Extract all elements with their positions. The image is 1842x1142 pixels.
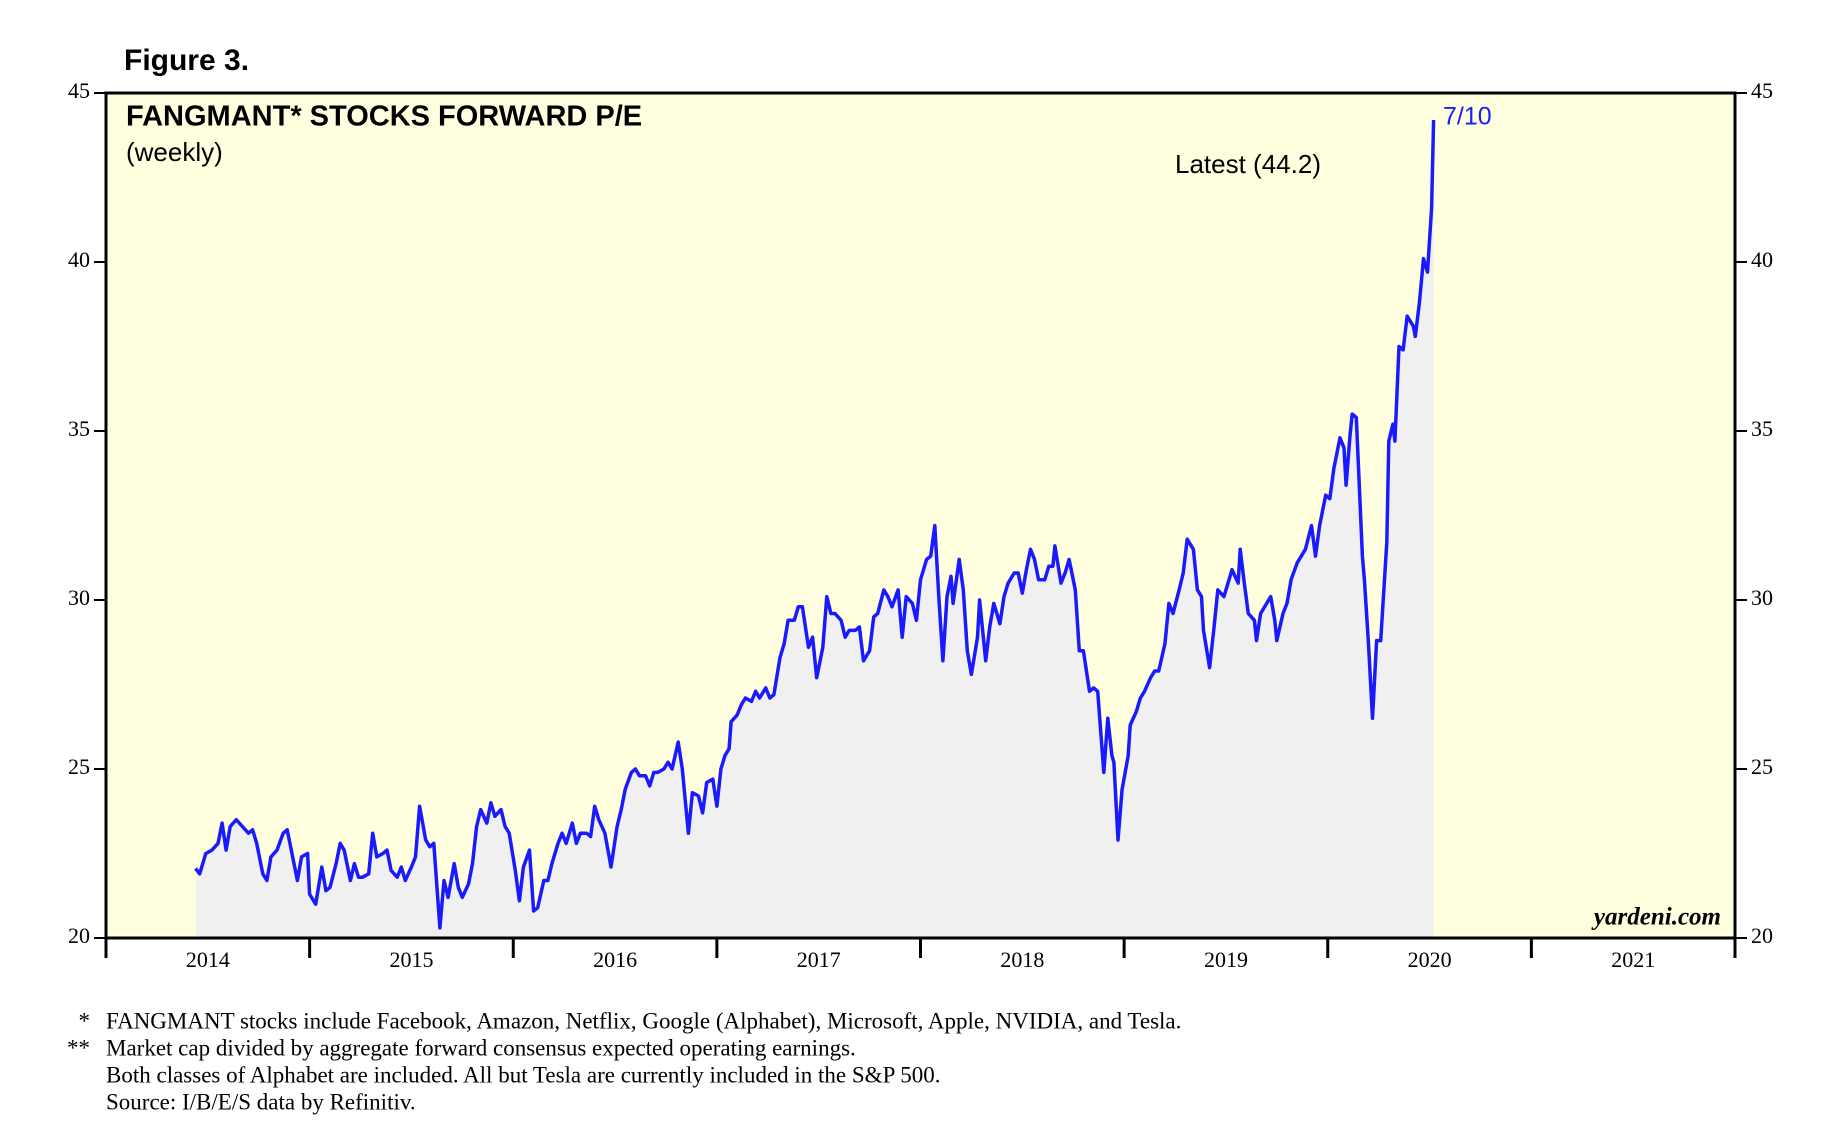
y-tick-label: 40 [68,247,90,272]
x-tick-label: 2018 [1000,947,1044,972]
source-brand: yardeni.com [1591,904,1721,931]
x-tick-label: 2019 [1204,947,1248,972]
y-tick-label: 20 [68,923,90,948]
x-tick-label: 2017 [797,947,841,972]
footnote-marker: ** [67,1035,90,1060]
annotation-latest: Latest (44.2) [1175,149,1321,179]
chart-subtitle: (weekly) [126,137,223,167]
chart-title: FANGMANT* STOCKS FORWARD P/E [126,101,642,133]
y-tick-label: 45 [68,78,90,103]
footnote: Market cap divided by aggregate forward … [106,1035,856,1060]
x-tick-label: 2021 [1611,947,1655,972]
y-tick-label: 30 [68,585,90,610]
footnote: Source: I/B/E/S data by Refinitiv. [106,1089,416,1114]
area [195,120,1434,938]
y2-tick-label: 30 [1751,585,1773,610]
y2-tick-label: 45 [1751,78,1773,103]
y2-tick-label: 25 [1751,754,1773,779]
y2-tick-label: 20 [1751,923,1773,948]
y2-tick-label: 35 [1751,416,1773,441]
line [194,119,1436,930]
footnote: Both classes of Alphabet are included. A… [106,1062,941,1087]
x-tick-label: 2016 [593,947,637,972]
annotation-date: 7/10 [1443,103,1492,131]
x-tick-label: 2014 [186,947,230,972]
x-tick-label: 2020 [1408,947,1452,972]
footnote-marker: * [79,1008,91,1033]
y-tick-label: 25 [68,754,90,779]
footnote: FANGMANT stocks include Facebook, Amazon… [106,1008,1181,1033]
figure-label: Figure 3. [124,44,249,77]
y-tick-label: 35 [68,416,90,441]
x-tick-label: 2015 [389,947,433,972]
y2-tick-label: 40 [1751,247,1773,272]
